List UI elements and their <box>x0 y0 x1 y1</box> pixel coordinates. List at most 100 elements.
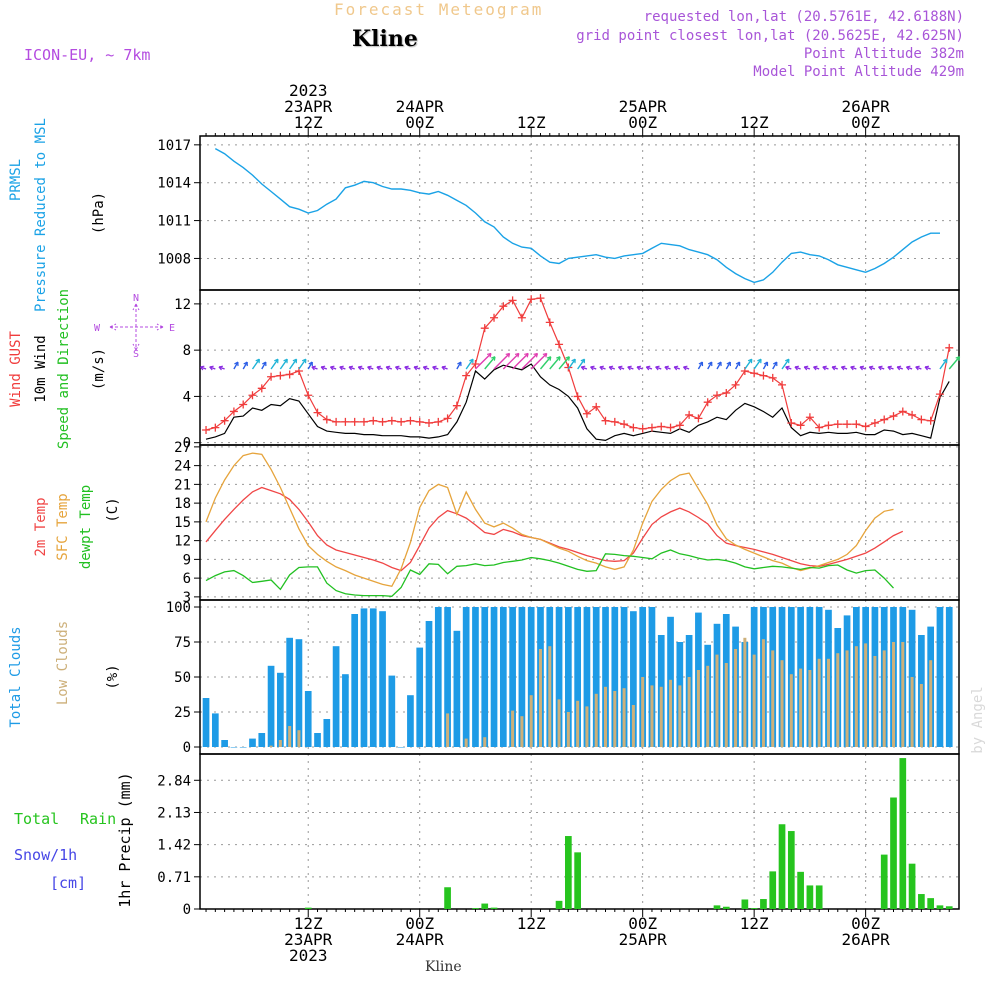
wind-arrow-head <box>505 352 511 358</box>
ylabel-clouds: (%) <box>105 664 121 689</box>
wind-arrow-head <box>565 356 570 361</box>
gust-marker <box>248 391 257 400</box>
gust-marker <box>824 421 833 430</box>
y-tick-label-pressure: 1008 <box>157 251 191 267</box>
wind-direction-arrow <box>772 361 778 370</box>
wind-direction-arrow <box>744 358 753 370</box>
rain-bar <box>890 797 897 909</box>
wind-arrow-head <box>608 365 614 371</box>
low-cloud-bar <box>566 712 570 747</box>
wind-arrow-head <box>599 365 604 371</box>
y-tick-label-clouds: 0 <box>183 740 191 756</box>
top-time-label: 2023 <box>289 81 328 100</box>
gust-marker <box>880 415 889 424</box>
gust-marker <box>694 414 703 423</box>
wind-arrow-head <box>441 365 446 371</box>
low-cloud-bar <box>826 658 830 747</box>
wind-arrow-head <box>878 365 883 371</box>
wind-direction-arrow <box>577 358 586 370</box>
bottom-time-label: 00Z <box>628 914 657 933</box>
low-cloud-bar <box>678 685 682 747</box>
total-cloud-bar <box>620 607 628 747</box>
rain-bar <box>778 824 786 909</box>
bottom-time-label: 24APR <box>396 930 445 949</box>
top-time-label: 12Z <box>517 113 546 132</box>
total-cloud-bar <box>221 740 228 747</box>
gust-marker <box>341 417 350 426</box>
gust-marker <box>778 380 787 389</box>
gust-marker <box>796 421 805 430</box>
top-time-label: 26APR <box>842 97 891 116</box>
compass-south: S <box>133 349 139 360</box>
bottom-time-label: 12Z <box>517 914 546 933</box>
low-cloud-bar <box>269 745 273 747</box>
wind-arrow-head <box>955 356 961 361</box>
total-cloud-bar <box>277 672 284 747</box>
gust-marker <box>898 407 907 416</box>
rain-bar <box>927 898 935 909</box>
low-cloud-bar <box>511 710 515 747</box>
y-tick-label-precipitation: 1.42 <box>157 838 191 854</box>
wind-arrow-head <box>514 352 520 358</box>
total-cloud-bar <box>453 630 461 747</box>
wind-arrow-head <box>348 365 354 371</box>
wind-arrow-head <box>255 358 260 364</box>
rain-bar <box>555 900 563 909</box>
y-tick-label-temperature: 12 <box>174 534 191 550</box>
wind-arrow-head <box>339 365 344 371</box>
wind-arrow-head <box>868 365 874 371</box>
legend-prmsl: PRMSL <box>8 159 24 201</box>
wind-arrow-head <box>887 365 892 371</box>
wind-arrow-head <box>571 358 576 364</box>
wind-arrow-head <box>580 358 586 364</box>
legend-pressure-msl: Pressure Reduced to MSL <box>33 118 49 312</box>
wind-direction-arrow <box>530 352 548 370</box>
ylabel-pressure: (hPa) <box>91 192 107 234</box>
total-cloud-bar <box>397 747 405 748</box>
y-tick-label-temperature: 24 <box>174 459 191 475</box>
low-cloud-bar <box>891 642 896 747</box>
bottom-time-label: 26APR <box>842 930 891 949</box>
low-cloud-bar <box>910 677 914 747</box>
low-cloud-bar <box>604 686 608 747</box>
gust-marker <box>545 318 554 327</box>
total-cloud-bar <box>211 713 219 747</box>
wind-arrow-head <box>199 365 205 371</box>
total-cloud-bar <box>249 738 256 747</box>
legend-wind-gust: Wind GUST <box>8 331 24 407</box>
legend-snow: Snow/1h <box>14 846 77 864</box>
wind-arrow-head <box>785 358 790 364</box>
gust-marker <box>926 416 935 425</box>
low-cloud-bar <box>789 674 793 747</box>
gust-marker <box>945 343 954 352</box>
rain-bar <box>880 854 888 909</box>
gust-marker <box>332 417 341 426</box>
legend-rain: Rain <box>80 810 116 828</box>
total-cloud-bar <box>481 607 489 747</box>
dewpoint-line <box>205 549 894 597</box>
low-cloud-bar <box>734 649 738 747</box>
wind-arrow-head <box>717 361 722 367</box>
legend-sfc-temp: SFC Temp <box>55 493 71 560</box>
wind-arrow-head <box>261 361 267 367</box>
total-cloud-bar <box>527 607 535 747</box>
wind-direction-arrow <box>289 358 298 370</box>
rain-bar <box>806 885 814 909</box>
wind-direction-arrow <box>502 352 520 370</box>
wind-arrow-head <box>726 361 731 367</box>
wind-arrow-head <box>404 365 409 371</box>
low-cloud-bar <box>845 650 849 747</box>
low-cloud-bar <box>288 726 292 747</box>
wind-arrow-head <box>524 352 529 358</box>
top-time-label: 24APR <box>396 97 445 116</box>
low-cloud-bar <box>743 637 747 747</box>
total-cloud-bar <box>369 608 377 747</box>
low-cloud-bar <box>576 700 580 747</box>
wind-arrow-head <box>308 361 313 367</box>
rain-bar <box>769 871 777 909</box>
rain-bar <box>565 836 572 909</box>
low-cloud-bar <box>687 677 691 747</box>
gust-marker <box>471 360 480 369</box>
signature-watermark: by Angel <box>970 686 986 753</box>
low-cloud-bar <box>641 677 645 747</box>
